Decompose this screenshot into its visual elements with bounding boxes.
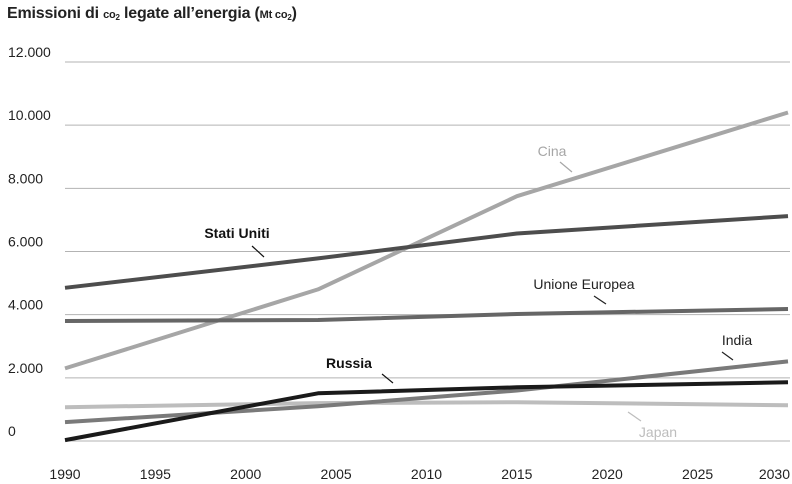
x-tick-label: 2005 [321, 466, 352, 482]
gridlines [65, 61, 790, 442]
series-label-stati-uniti: Stati Uniti [204, 225, 269, 241]
y-tick-label: 4.000 [8, 297, 43, 313]
series-line-stati-uniti [64, 214, 789, 290]
x-tick-label: 2015 [501, 466, 532, 482]
y-tick-label: 6.000 [8, 234, 43, 250]
x-tick-label: 2025 [682, 466, 713, 482]
series-label-unione-europea: Unione Europea [533, 276, 634, 292]
series-line-russia [64, 380, 789, 443]
y-axis-ticks: 0 2.000 4.000 6.000 8.000 10.000 12.000 [8, 44, 51, 439]
x-tick-label: 1990 [49, 466, 80, 482]
leader-line-japan [627, 411, 642, 422]
y-tick-label: 0 [8, 423, 16, 439]
series-labels: Cina Stati Uniti Unione Europea India Russia… [204, 143, 752, 440]
series-line-japan [64, 400, 789, 410]
series-line-india [64, 359, 789, 425]
series-lines [64, 110, 789, 443]
leader-line-stati-uniti [251, 245, 265, 258]
series-label-japan: Japan [639, 424, 677, 440]
y-tick-label: 12.000 [8, 44, 51, 60]
x-tick-label: 2010 [411, 466, 442, 482]
leader-line-russia [381, 373, 394, 384]
x-tick-label: 1995 [140, 466, 171, 482]
leader-line-unione-europea [593, 295, 607, 305]
y-tick-label: 8.000 [8, 170, 43, 186]
series-label-cina: Cina [538, 143, 567, 159]
x-tick-label: 2030 [759, 466, 790, 482]
chart-title: Emissioni di co2 legate all’energia (Mt … [7, 5, 297, 22]
x-tick-label: 2020 [592, 466, 623, 482]
series-line-cina [64, 110, 789, 371]
x-axis-ticks: 1990 1995 2000 2005 2010 2015 2020 2025 2030 [49, 466, 790, 482]
y-tick-label: 10.000 [8, 107, 51, 123]
leader-line-cina [559, 161, 573, 173]
series-line-unione-europea [64, 307, 789, 323]
series-label-india: India [722, 332, 753, 348]
series-label-russia: Russia [326, 355, 372, 371]
y-tick-label: 2.000 [8, 360, 43, 376]
x-tick-label: 2000 [230, 466, 261, 482]
leader-line-india [721, 351, 734, 361]
